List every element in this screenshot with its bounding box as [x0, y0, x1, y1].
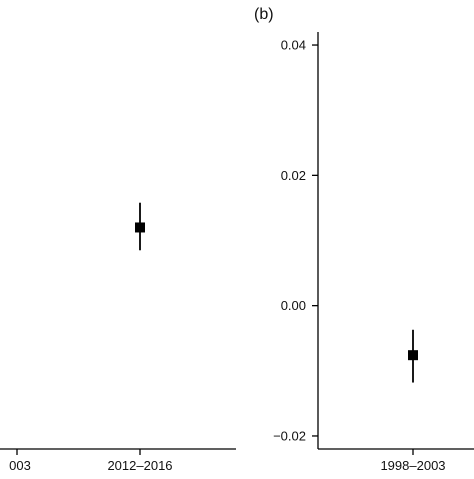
panel-b-x-tick-label-1998-2003: 1998–2003: [380, 458, 445, 473]
panel-b-y-ticks: −0.02 0.00 0.02 0.04: [273, 38, 318, 443]
panel-a-point-2012-2016: [135, 222, 145, 233]
panel-a-x-tick-label-1998-2003: 003: [9, 458, 31, 473]
panel-b: (b) −0.02 0.00 0.02 0.04 1998–2003: [254, 6, 474, 473]
panel-b-label: (b): [254, 6, 274, 23]
panel-b-y-tick-label: 0.04: [281, 38, 306, 53]
panel-b-y-tick-label: 0.00: [281, 298, 306, 313]
panel-b-marks: [408, 329, 418, 383]
panel-a-x-tick-label-2012-2016: 2012–2016: [107, 458, 172, 473]
panel-a: 003 2012–2016: [0, 202, 236, 473]
panel-b-point-1998-2003: [408, 350, 418, 361]
panel-b-y-tick-label: 0.02: [281, 168, 306, 183]
panel-b-y-tick-label: −0.02: [273, 428, 306, 443]
panel-a-marks: [135, 202, 145, 251]
